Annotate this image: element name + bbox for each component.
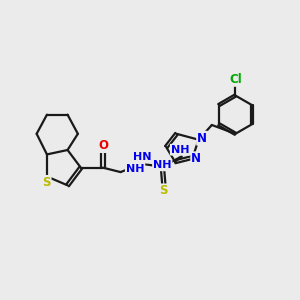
Text: S: S <box>42 176 51 189</box>
Text: S: S <box>160 184 168 197</box>
Text: NH: NH <box>153 160 172 170</box>
Text: Cl: Cl <box>229 73 242 86</box>
Text: N: N <box>197 132 207 145</box>
Text: O: O <box>98 139 108 152</box>
Text: HN: HN <box>133 152 151 162</box>
Text: NH: NH <box>126 164 144 173</box>
Text: N: N <box>191 152 201 165</box>
Text: NH: NH <box>171 145 189 155</box>
